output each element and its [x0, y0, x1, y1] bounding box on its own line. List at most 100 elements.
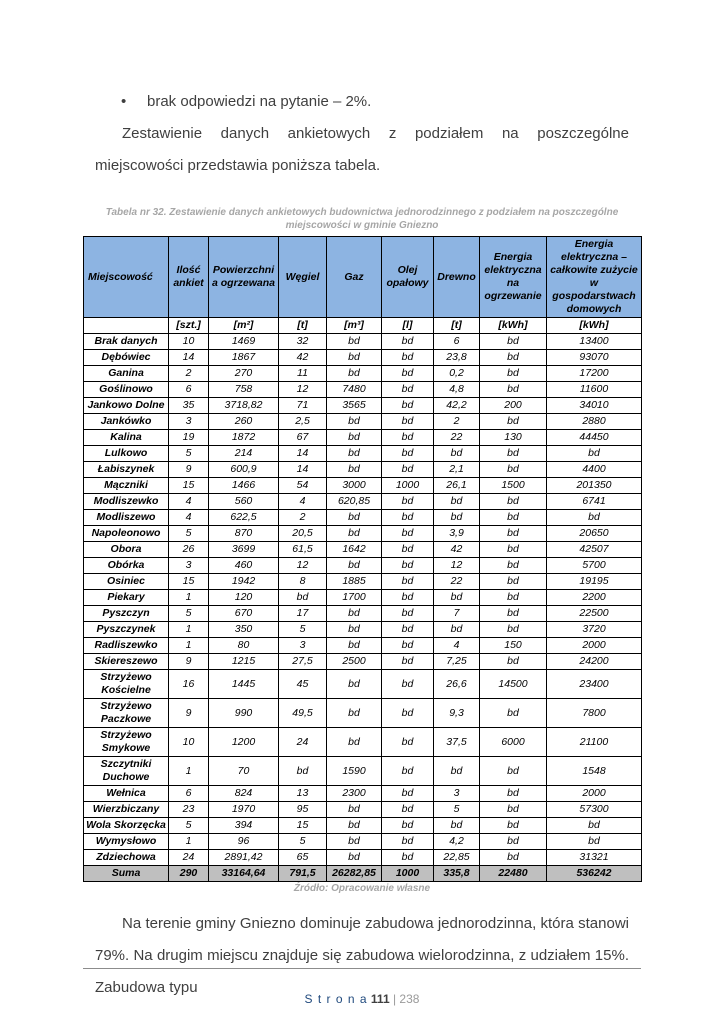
table-cell: 1942: [208, 573, 279, 590]
table-cell: 350: [208, 621, 279, 638]
table-cell: bd: [326, 445, 382, 462]
table-row: Radliszewko 1 80 3 bd bd 4 150 2000: [83, 637, 642, 654]
table-cell: bd: [433, 445, 480, 462]
col-header: Drewno: [433, 236, 480, 318]
table-cell: bd: [381, 413, 434, 430]
table-cell: bd: [381, 493, 434, 510]
table-cell: 32: [278, 333, 327, 350]
unit-cell: [kWh]: [479, 317, 547, 334]
table-cell: 5: [278, 621, 327, 638]
table-cell: 1548: [546, 756, 642, 786]
table-caption: Tabela nr 32. Zestawienie danych ankieto…: [105, 207, 619, 231]
table-cell: 65: [278, 849, 327, 866]
table-cell: 6: [433, 333, 480, 350]
table-cell: 0,2: [433, 365, 480, 382]
table-cell: 4,8: [433, 381, 480, 398]
table-cell: 24: [278, 727, 327, 757]
table-cell: 27,5: [278, 653, 327, 670]
table-cell: bd: [479, 589, 547, 606]
table-cell: bd: [479, 801, 547, 818]
table-head: Miejscowość Ilość ankiet Powierzchnia ogrz…: [83, 236, 642, 334]
table-row: Pyszczyn 5 670 17 bd bd 7 bd 22500: [83, 605, 642, 622]
row-name: Strzyżewo Paczkowe: [83, 698, 169, 728]
row-name: Brak danych: [83, 333, 169, 350]
table-row: Mączniki 15 1466 54 3000 1000 26,1 1500 201350: [83, 477, 642, 494]
table-cell: 6: [168, 785, 209, 802]
table-cell: bd: [546, 509, 642, 526]
table-cell: 15: [168, 573, 209, 590]
row-name: Kalina: [83, 429, 169, 446]
table-cell: 3565: [326, 397, 382, 414]
table-cell: 23,8: [433, 349, 480, 366]
table-cell: 3: [278, 637, 327, 654]
table-cell: bd: [381, 756, 434, 786]
table-cell: bd: [479, 698, 547, 728]
table-cell: 5: [433, 801, 480, 818]
table-cell: 150: [479, 637, 547, 654]
unit-cell: [kWh]: [546, 317, 642, 334]
table-cell: bd: [326, 698, 382, 728]
table-cell: 42507: [546, 541, 642, 558]
table-cell: bd: [326, 637, 382, 654]
row-name: Ganina: [83, 365, 169, 382]
table-cell: 14: [168, 349, 209, 366]
table-row: Strzyżewo Smykowe 10 1200 24 bd bd 37,5 6000 211…: [83, 727, 642, 757]
table-cell: bd: [326, 605, 382, 622]
table-row: Piekary 1 120 bd 1700 bd bd bd 2200: [83, 589, 642, 606]
table-cell: 1: [168, 833, 209, 850]
table-row: Wierzbiczany 23 1970 95 bd bd 5 bd 57300: [83, 801, 642, 818]
table-cell: bd: [278, 756, 327, 786]
table-cell: 791,5: [278, 865, 327, 882]
suma-row: Suma 290 33164,64 791,5 26282,85 1000 335,8 224…: [83, 865, 642, 882]
table-cell: 4: [168, 509, 209, 526]
table-cell: 12: [433, 557, 480, 574]
table-cell: 758: [208, 381, 279, 398]
table-cell: bd: [479, 557, 547, 574]
col-header: Węgiel: [278, 236, 327, 318]
table-cell: 536242: [546, 865, 642, 882]
col-header-miejscowosc: Miejscowość: [83, 236, 169, 318]
row-name: Modliszewo: [83, 509, 169, 526]
table-row: Jankowo Dolne 35 3718,82 71 3565 bd 42,2 200 340…: [83, 397, 642, 414]
table-cell: bd: [479, 756, 547, 786]
row-name: Jankowo Dolne: [83, 397, 169, 414]
footer-total-pages: | 238: [392, 992, 420, 1006]
table-row: Szczytniki Duchowe 1 70 bd 1590 bd bd bd 1548: [83, 756, 642, 786]
table-cell: 95: [278, 801, 327, 818]
table-cell: 57300: [546, 801, 642, 818]
table-cell: bd: [381, 849, 434, 866]
table-cell: 49,5: [278, 698, 327, 728]
table-cell: 14: [278, 445, 327, 462]
table-cell: bd: [326, 525, 382, 542]
row-name: Jankówko: [83, 413, 169, 430]
table-cell: 600,9: [208, 461, 279, 478]
table-cell: 4400: [546, 461, 642, 478]
table-cell: 1867: [208, 349, 279, 366]
table-cell: 201350: [546, 477, 642, 494]
table-row: Modliszewo 4 622,5 2 bd bd bd bd bd: [83, 509, 642, 526]
table-row: Brak danych 10 1469 32 bd bd 6 bd 13400: [83, 333, 642, 350]
row-name: Modliszewko: [83, 493, 169, 510]
table-cell: 15: [278, 817, 327, 834]
table-cell: 17: [278, 605, 327, 622]
table-cell: 9: [168, 698, 209, 728]
table-cell: 13: [278, 785, 327, 802]
table-cell: bd: [381, 557, 434, 574]
table-cell: 26: [168, 541, 209, 558]
row-name: Suma: [83, 865, 169, 882]
table-cell: 9: [168, 653, 209, 670]
table-cell: 21100: [546, 727, 642, 757]
row-name: Pyszczynek: [83, 621, 169, 638]
unit-cell: [m²]: [208, 317, 279, 334]
table-cell: 3,9: [433, 525, 480, 542]
table-cell: 7: [433, 605, 480, 622]
table-cell: 6000: [479, 727, 547, 757]
table-cell: 11600: [546, 381, 642, 398]
table-cell: 42: [278, 349, 327, 366]
table-cell: 17200: [546, 365, 642, 382]
table-row: Dębówiec 14 1867 42 bd bd 23,8 bd 93070: [83, 349, 642, 366]
closing-paragraph: Na terenie gminy Gniezno dominuje zabudo…: [95, 915, 629, 996]
table-cell: 10: [168, 727, 209, 757]
table-cell: 11: [278, 365, 327, 382]
footer-page-number: 111: [370, 992, 390, 1006]
